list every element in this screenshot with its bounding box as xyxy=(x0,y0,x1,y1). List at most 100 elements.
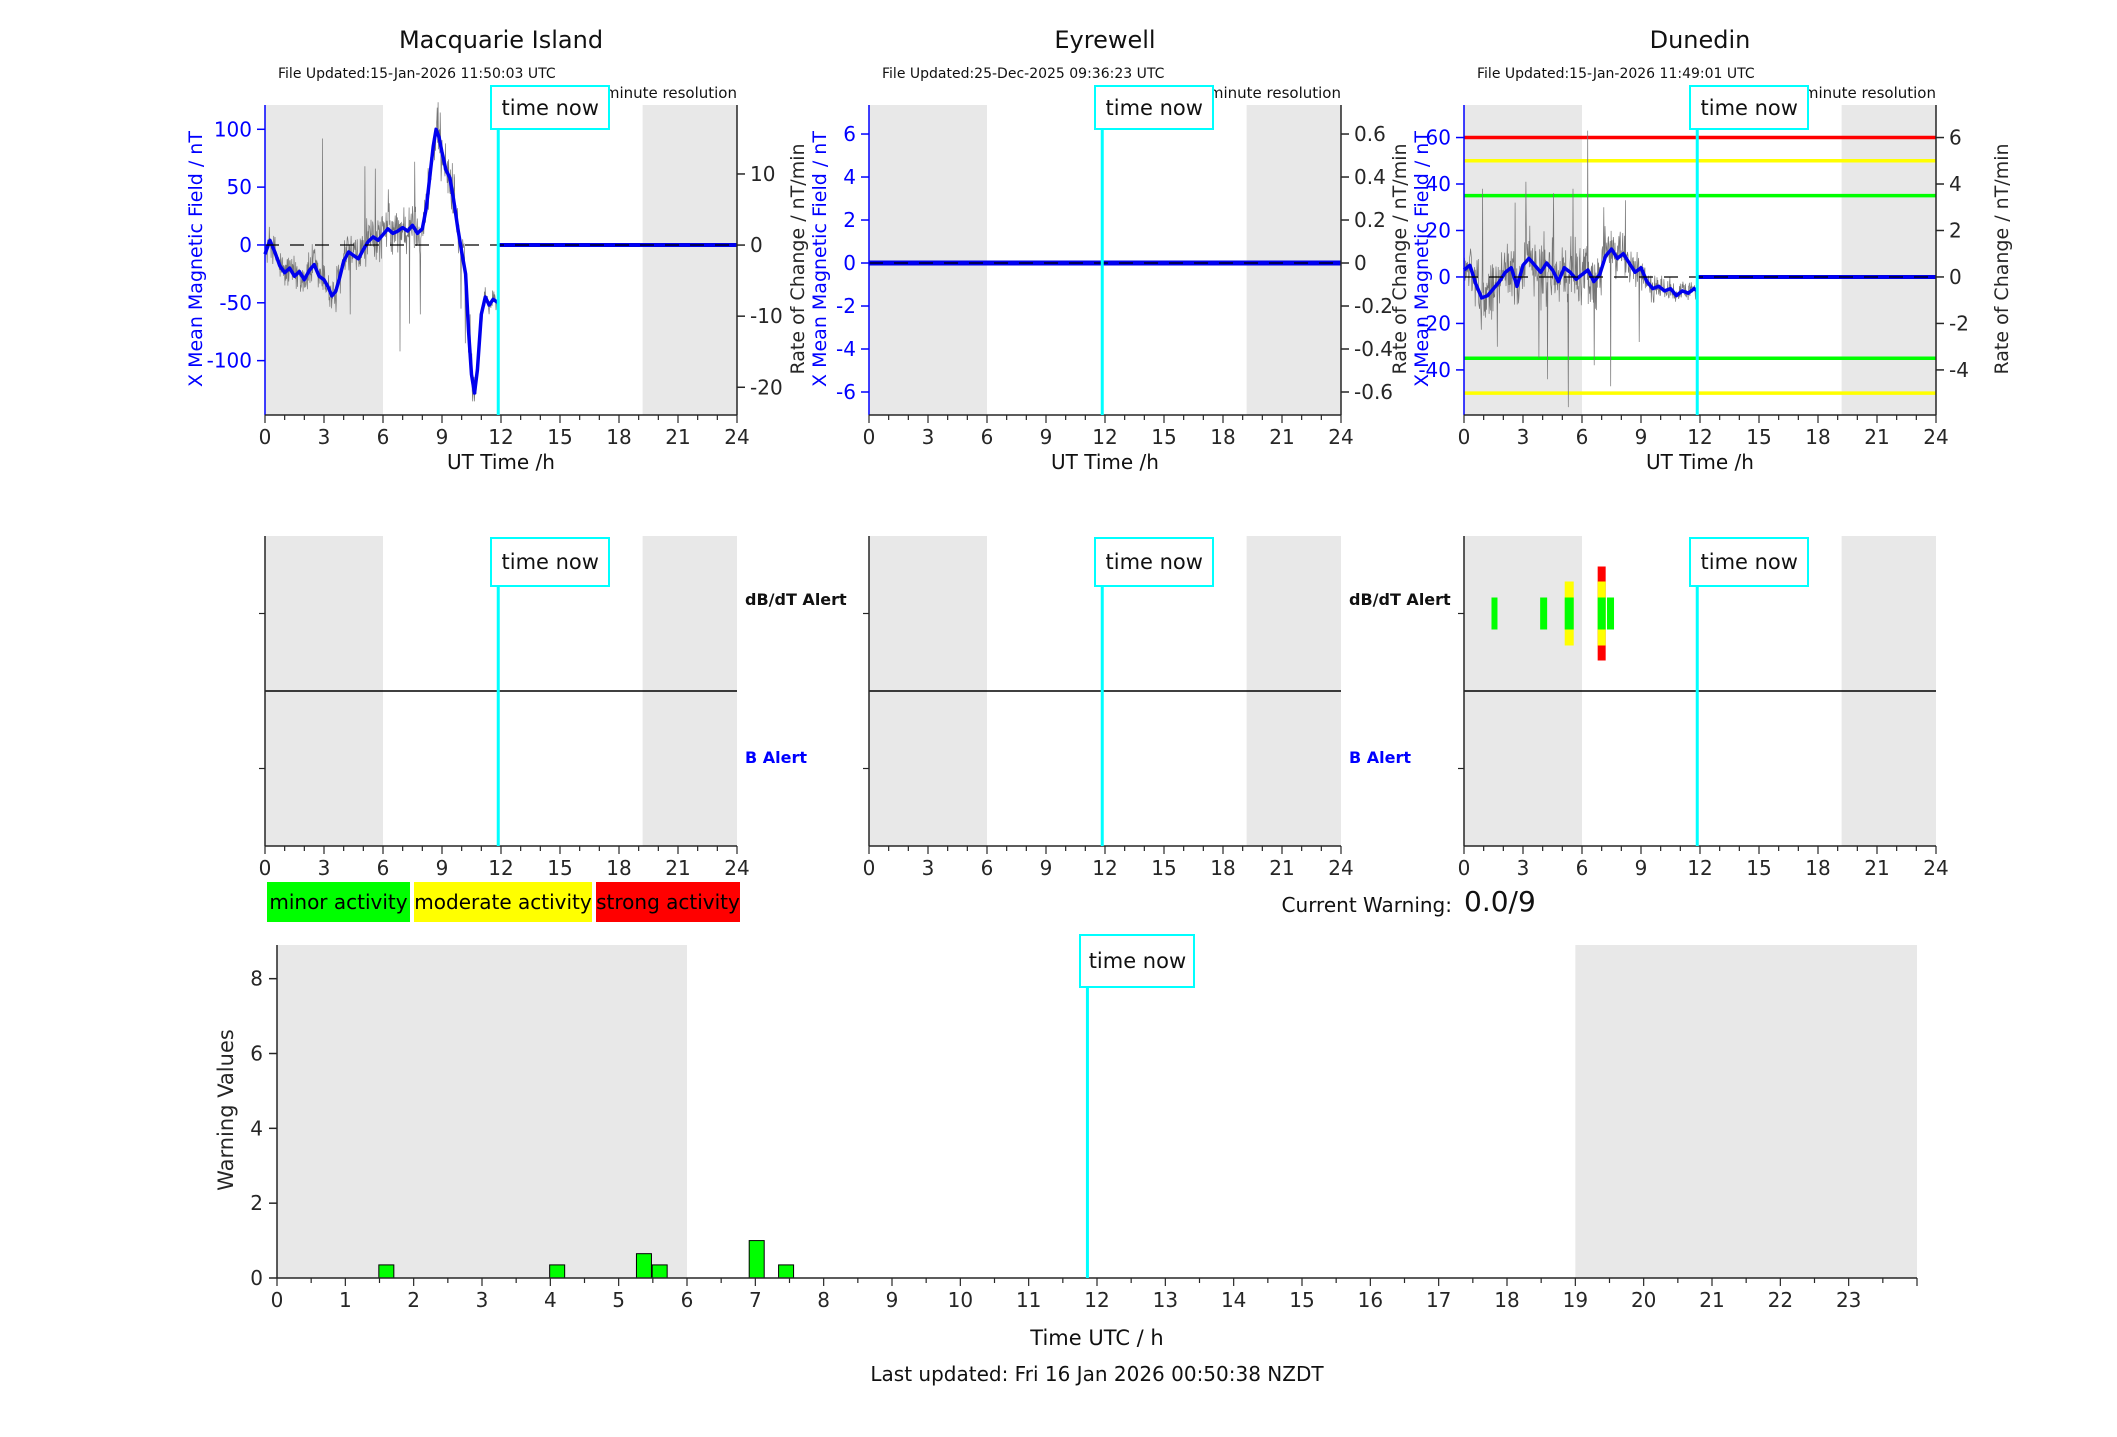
night-shading xyxy=(1246,105,1341,415)
legend-minor-activity: minor activity xyxy=(267,882,410,922)
x-tick-label: 12 xyxy=(488,856,513,880)
time-now-box: time now xyxy=(1079,934,1196,988)
x-tick-label: 5 xyxy=(612,1288,625,1312)
y-right-label-macquarie: Rate of Change / nT/min xyxy=(787,143,809,375)
y-right-tick-label: -4 xyxy=(1949,358,1969,382)
x-tick-label: 0 xyxy=(1458,425,1471,449)
x-tick-label: 12 xyxy=(1092,425,1117,449)
x-tick-label: 9 xyxy=(1635,856,1648,880)
x-tick-label: 21 xyxy=(665,425,690,449)
x-tick-label: 9 xyxy=(1040,425,1053,449)
x-tick-label: 1 xyxy=(339,1288,352,1312)
x-tick-label: 12 xyxy=(1092,856,1117,880)
x-tick-label: 9 xyxy=(436,425,449,449)
warning-value-bar xyxy=(378,1264,395,1279)
x-tick-label: 22 xyxy=(1768,1288,1793,1312)
x-tick-label: 21 xyxy=(1864,856,1889,880)
x-tick-label: 2 xyxy=(407,1288,420,1312)
x-tick-label: 11 xyxy=(1016,1288,1041,1312)
x-tick-label: 18 xyxy=(1210,856,1235,880)
x-axis-title-macquarie: UT Time /h xyxy=(447,450,555,474)
alert-bar-strong xyxy=(1597,597,1606,630)
x-tick-label: 6 xyxy=(377,425,390,449)
y-right-tick-label: -0.6 xyxy=(1354,380,1393,404)
alerts-eyrewell-chart: 0 3 6 9 12 15 18 21 24 xyxy=(863,536,1354,880)
resolution-note-dunedin: minute resolution xyxy=(1803,84,1936,102)
x-tick-label: 3 xyxy=(476,1288,489,1312)
dbdt-alert-label-1: dB/dT Alert xyxy=(745,590,847,609)
x-tick-label: 7 xyxy=(749,1288,762,1312)
current-warning-value: 0.0/9 xyxy=(1464,885,1536,918)
x-tick-label: 14 xyxy=(1221,1288,1246,1312)
night-shading xyxy=(265,105,383,415)
y-tick-label: 0 xyxy=(250,1266,263,1290)
y-left-tick-label: 6 xyxy=(843,122,856,146)
station-title-eyrewell: Eyrewell xyxy=(1054,26,1156,54)
dbdt-alert-label-2: dB/dT Alert xyxy=(1349,590,1451,609)
current-warning-label: Current Warning: xyxy=(1281,893,1452,917)
y-right-tick-label: 4 xyxy=(1949,172,1962,196)
x-tick-label: 19 xyxy=(1563,1288,1588,1312)
x-tick-label: 0 xyxy=(271,1288,284,1312)
time-now-box: time now xyxy=(1689,85,1810,130)
x-tick-label: 15 xyxy=(1746,425,1771,449)
file-updated-macquarie: File Updated:15-Jan-2026 11:50:03 UTC xyxy=(278,66,556,82)
x-tick-label: 6 xyxy=(1576,856,1589,880)
x-tick-label: 13 xyxy=(1153,1288,1178,1312)
x-tick-label: 18 xyxy=(1210,425,1235,449)
alert-bar-minor xyxy=(1607,597,1615,630)
alerts-dunedin-chart: 0 3 6 9 12 15 18 21 24 xyxy=(1458,536,1949,880)
x-tick-label: 15 xyxy=(1289,1288,1314,1312)
x-tick-label: 23 xyxy=(1836,1288,1861,1312)
x-tick-label: 8 xyxy=(817,1288,830,1312)
y-tick-label: 6 xyxy=(250,1042,263,1066)
y-left-tick-label: 100 xyxy=(214,117,252,141)
warning-value-bar xyxy=(635,1253,652,1279)
x-tick-label: 6 xyxy=(981,856,994,880)
b-alert-label-1: B Alert xyxy=(745,748,808,767)
x-tick-label: 3 xyxy=(922,856,935,880)
resolution-note-macquarie: minute resolution xyxy=(604,84,737,102)
night-shading xyxy=(642,105,737,415)
night-shading xyxy=(1841,105,1936,415)
x-tick-label: 12 xyxy=(1687,856,1712,880)
y-right-tick-label: 2 xyxy=(1949,218,1962,242)
last-updated-footer: Last updated: Fri 16 Jan 2026 00:50:38 N… xyxy=(870,1362,1324,1386)
x-tick-label: 24 xyxy=(1923,425,1948,449)
b-alert-label-2: B Alert xyxy=(1349,748,1412,767)
x-tick-label: 12 xyxy=(1084,1288,1109,1312)
night-shading xyxy=(1575,945,1917,1278)
y-left-label-macquarie: X Mean Magnetic Field / nT xyxy=(185,131,207,387)
x-tick-label: 4 xyxy=(544,1288,557,1312)
x-tick-label: 15 xyxy=(547,425,572,449)
x-tick-label: 17 xyxy=(1426,1288,1451,1312)
warning-value-bar xyxy=(748,1240,765,1279)
y-right-tick-label: 6 xyxy=(1949,126,1962,150)
x-tick-label: 6 xyxy=(377,856,390,880)
legend-moderate-activity: moderate activity xyxy=(414,882,592,922)
x-axis-title-dunedin: UT Time /h xyxy=(1646,450,1754,474)
x-tick-label: 24 xyxy=(724,856,749,880)
x-tick-label: 3 xyxy=(922,425,935,449)
x-tick-label: 9 xyxy=(436,856,449,880)
y-left-tick-label: -20 xyxy=(1418,311,1451,335)
x-tick-label: 3 xyxy=(318,856,331,880)
x-tick-label: 9 xyxy=(1635,425,1648,449)
mean-field-trace xyxy=(263,127,500,395)
x-tick-label: 18 xyxy=(1494,1288,1519,1312)
x-tick-label: 0 xyxy=(863,425,876,449)
x-tick-label: 21 xyxy=(1269,856,1294,880)
y-left-tick-label: 50 xyxy=(227,175,252,199)
station-title-macquarie: Macquarie Island xyxy=(398,26,604,54)
y-left-tick-label: -50 xyxy=(219,291,252,315)
y-right-tick-label: -10 xyxy=(750,304,783,328)
night-shading xyxy=(869,105,987,415)
warning-values-axis-label: Warning Values xyxy=(214,1029,238,1191)
y-right-tick-label: 0 xyxy=(1949,265,1962,289)
x-tick-label: 15 xyxy=(1151,856,1176,880)
x-tick-label: 9 xyxy=(886,1288,899,1312)
x-tick-label: 24 xyxy=(724,425,749,449)
